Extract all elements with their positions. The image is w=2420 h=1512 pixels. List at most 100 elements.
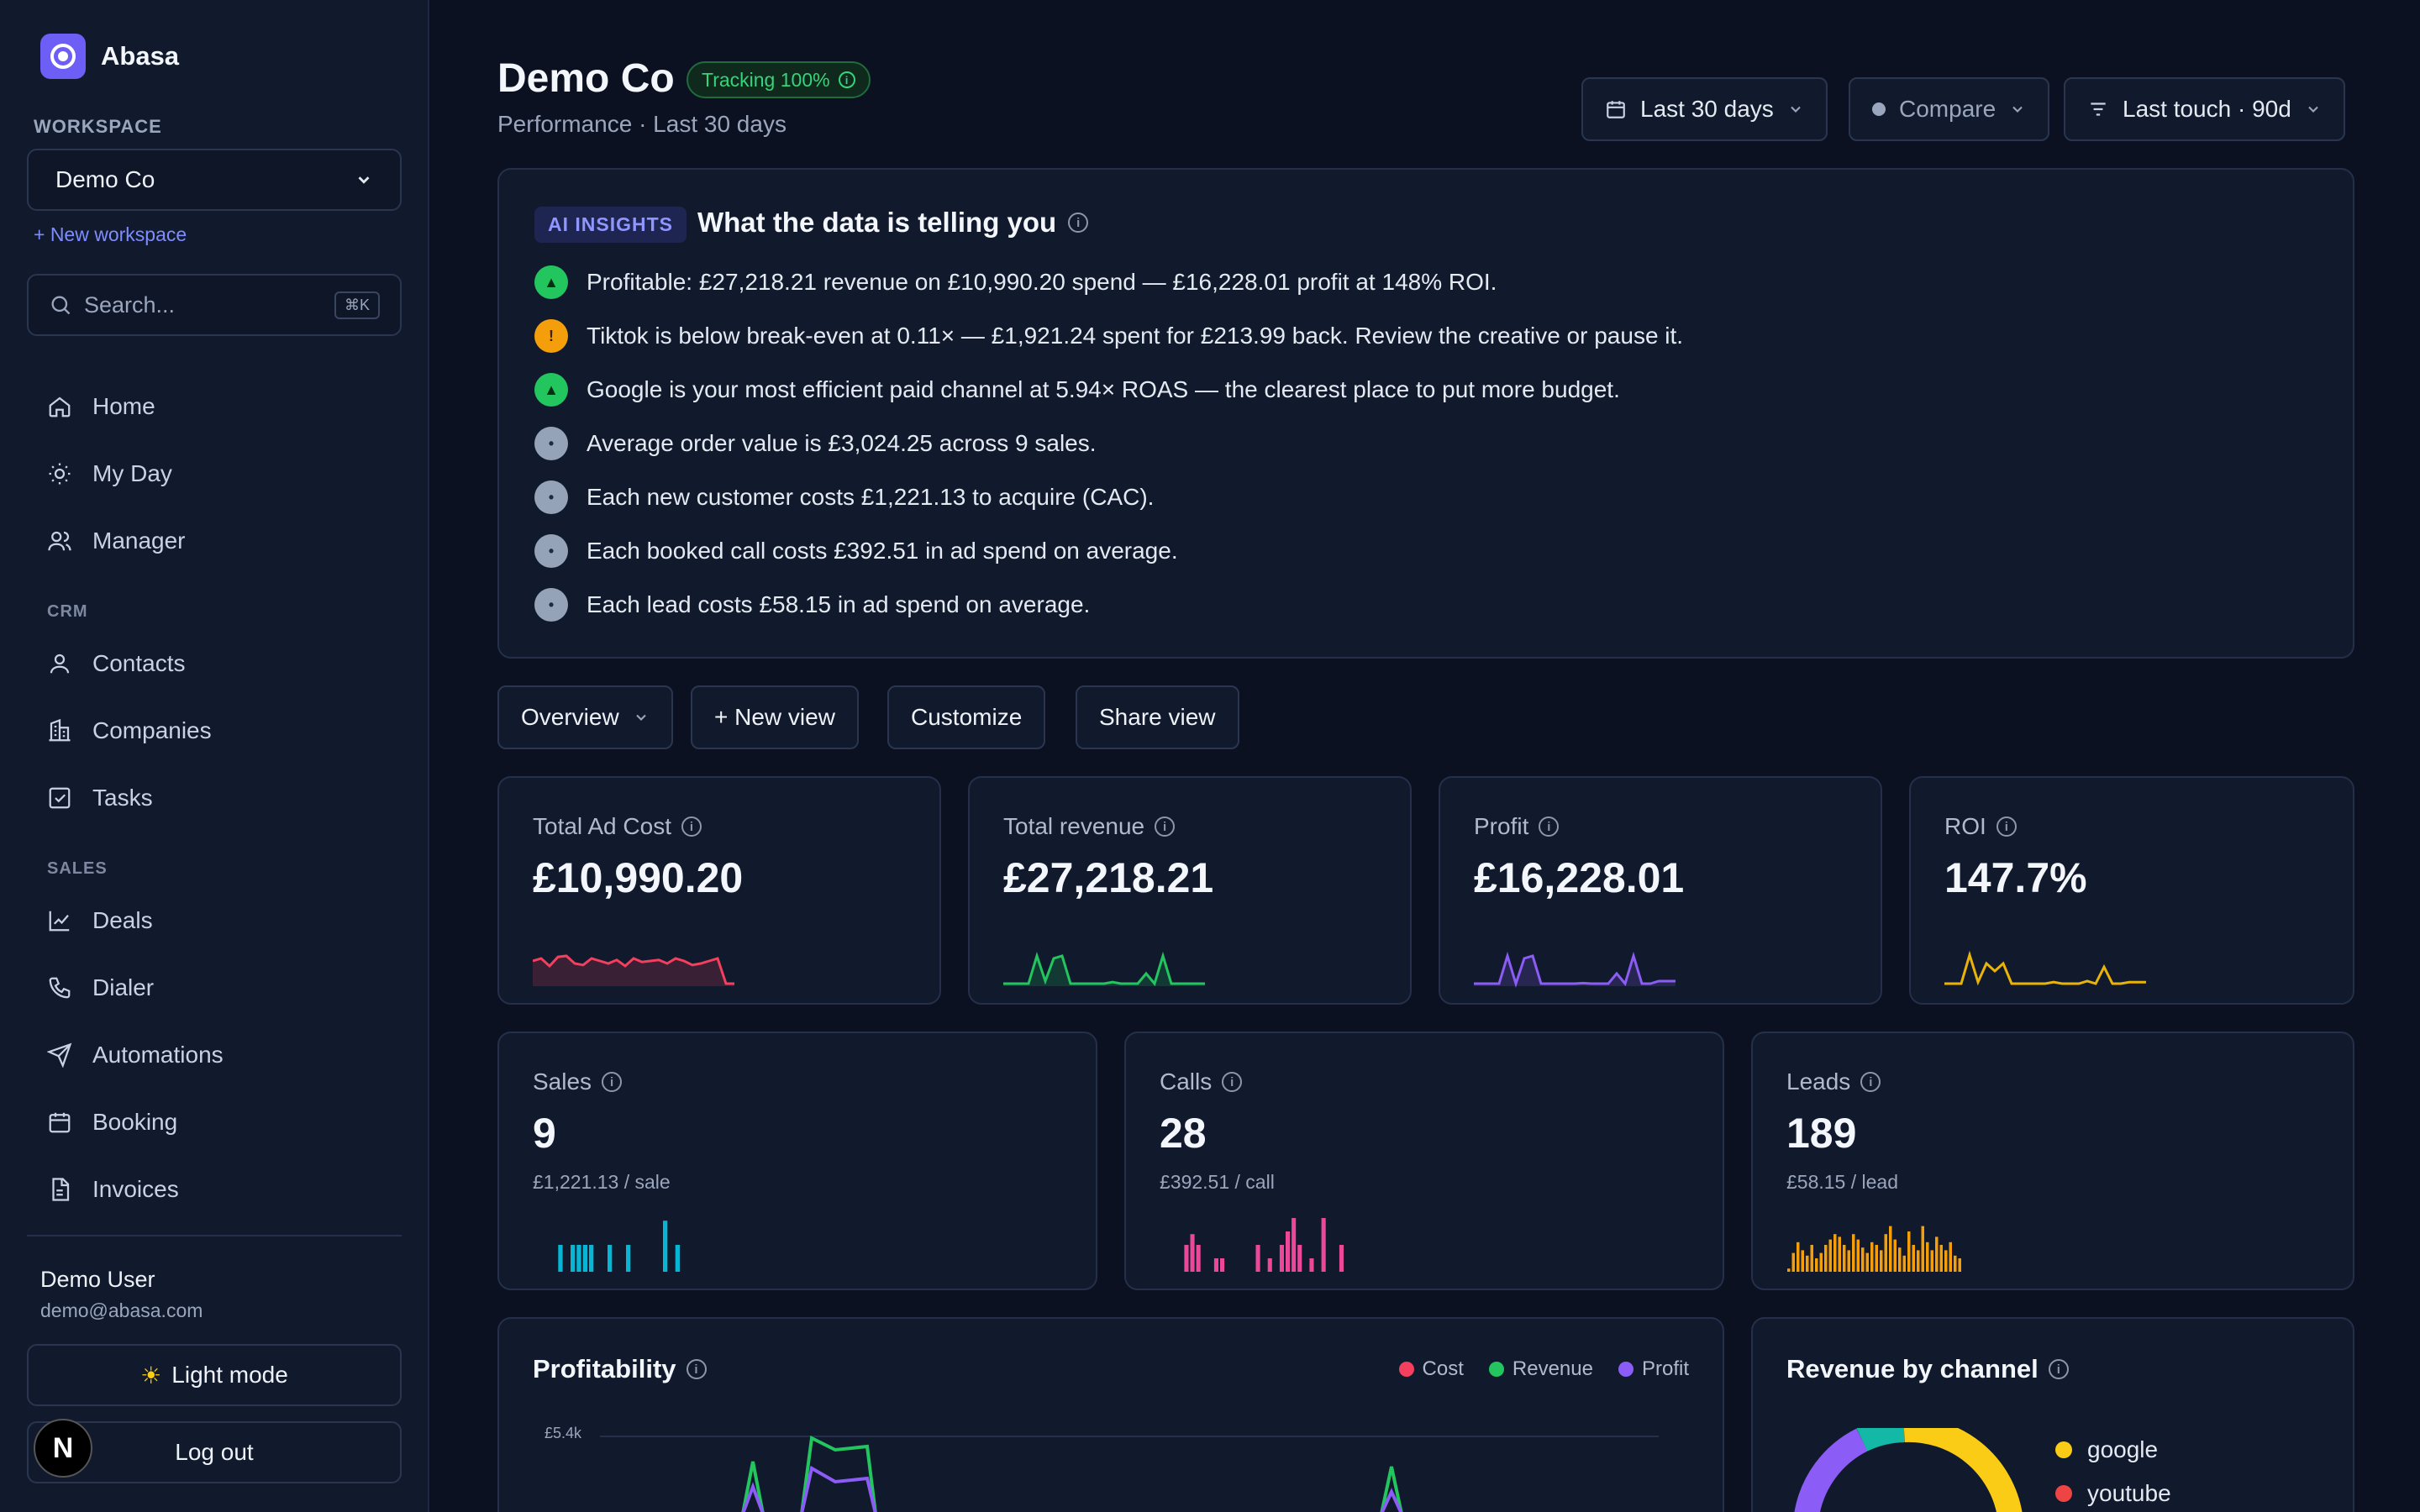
sparkbar bbox=[1819, 1252, 1823, 1272]
sidebar-item-home[interactable]: Home bbox=[47, 393, 155, 420]
kpi-value: 28 bbox=[1160, 1110, 1207, 1157]
insight-text: Average order value is £3,024.25 across … bbox=[587, 430, 1097, 456]
sparkbar bbox=[1843, 1245, 1846, 1272]
sparkbar bbox=[1279, 1245, 1284, 1272]
leads-bar-sparkline bbox=[1787, 1226, 1961, 1272]
profit-line bbox=[600, 1465, 1403, 1512]
kpi-subvalue: £392.51 / call bbox=[1160, 1171, 1275, 1193]
insight-text: Each new customer costs £1,221.13 to acq… bbox=[587, 484, 1155, 510]
sidebar-item-invoices[interactable]: Invoices bbox=[47, 1176, 179, 1203]
profitability-legend: Cost Revenue Profit bbox=[1398, 1357, 1689, 1381]
attribution-button[interactable]: Last touch · 90d bbox=[2064, 77, 2345, 141]
overview-view-select[interactable]: Overview bbox=[497, 685, 673, 749]
legend-swatch bbox=[1398, 1362, 1414, 1377]
kpi-label: Total revenue i bbox=[1003, 813, 1176, 840]
sparkbar bbox=[1902, 1255, 1906, 1272]
legend-label: Profit bbox=[1641, 1357, 1689, 1380]
donut-segment bbox=[1903, 1428, 2023, 1512]
sidebar-item-my-day[interactable]: My Day bbox=[47, 460, 172, 487]
search-shortcut: ⌘K bbox=[334, 291, 380, 319]
info-icon[interactable]: i bbox=[681, 816, 702, 837]
light-mode-button[interactable]: ☀ Light mode bbox=[27, 1344, 402, 1406]
info-icon[interactable]: i bbox=[1996, 816, 2017, 837]
sidebar-item-dialer[interactable]: Dialer bbox=[47, 974, 154, 1001]
sparkbar bbox=[1791, 1252, 1795, 1272]
sidebar-item-manager[interactable]: Manager bbox=[47, 528, 186, 554]
legend-profit[interactable]: Profit bbox=[1618, 1357, 1689, 1381]
brand[interactable]: Abasa bbox=[40, 34, 179, 79]
sparkbar bbox=[1797, 1242, 1800, 1272]
sidebar-item-tasks[interactable]: Tasks bbox=[47, 785, 153, 811]
profitability-chart: £5.4k bbox=[544, 1425, 1659, 1512]
sparkbar bbox=[1806, 1255, 1809, 1272]
sparkbar bbox=[1810, 1245, 1813, 1272]
roi-sparkline bbox=[1944, 950, 2146, 986]
sparkbar bbox=[1321, 1218, 1326, 1272]
insight-item: • Each new customer costs £1,221.13 to ac… bbox=[534, 480, 1154, 514]
info-dot-icon: • bbox=[534, 588, 568, 622]
sidebar-item-label: Automations bbox=[92, 1042, 224, 1068]
info-icon[interactable]: i bbox=[1068, 213, 1089, 233]
user-name: Demo User bbox=[40, 1267, 155, 1292]
info-icon[interactable]: i bbox=[1860, 1072, 1881, 1092]
info-icon[interactable]: i bbox=[2048, 1359, 2069, 1379]
search-input[interactable]: Search... ⌘K bbox=[27, 274, 402, 336]
kpi-label: Profit i bbox=[1474, 813, 1560, 840]
sidebar-item-booking[interactable]: Booking bbox=[47, 1109, 177, 1136]
sparkbar bbox=[1939, 1245, 1943, 1272]
logout-button[interactable]: Log out bbox=[27, 1421, 402, 1483]
insight-text: Tiktok is below break-even at 0.11× — £1… bbox=[587, 323, 1684, 349]
info-dot-icon: • bbox=[534, 480, 568, 514]
sidebar-item-label: My Day bbox=[92, 460, 172, 486]
brand-logo-icon bbox=[40, 34, 86, 79]
sparkline-area bbox=[1003, 956, 1205, 986]
sparkbar bbox=[1861, 1247, 1865, 1272]
ai-insights-tag: AI INSIGHTS bbox=[534, 207, 687, 243]
legend-revenue[interactable]: Revenue bbox=[1488, 1357, 1593, 1381]
info-icon[interactable]: i bbox=[686, 1359, 707, 1379]
kpi-label-text: Leads bbox=[1786, 1068, 1851, 1095]
info-icon[interactable]: i bbox=[1539, 816, 1560, 837]
insight-item: ▲ Google is your most efficient paid chan… bbox=[534, 373, 1620, 407]
sparkline-area bbox=[533, 956, 734, 986]
tracking-label: Tracking 100% bbox=[702, 68, 830, 91]
kpi-value: £10,990.20 bbox=[533, 854, 744, 901]
info-icon[interactable]: i bbox=[1222, 1072, 1243, 1092]
sidebar-item-automations[interactable]: Automations bbox=[47, 1042, 224, 1068]
sparkbar bbox=[1220, 1258, 1225, 1272]
kpi-label-text: Total revenue bbox=[1003, 813, 1145, 839]
sidebar-item-deals[interactable]: Deals bbox=[47, 907, 153, 934]
framework-badge[interactable]: N bbox=[34, 1419, 92, 1478]
share-view-button[interactable]: Share view bbox=[1076, 685, 1239, 749]
info-icon[interactable]: i bbox=[1155, 816, 1176, 837]
crm-section-label: CRM bbox=[47, 602, 88, 621]
legend-cost[interactable]: Cost bbox=[1398, 1357, 1464, 1381]
customize-button[interactable]: Customize bbox=[887, 685, 1046, 749]
kpi-label: Leads i bbox=[1786, 1068, 1881, 1095]
channel-label: youtube bbox=[2087, 1480, 2171, 1506]
insight-item: • Each booked call costs £392.51 in ad sp… bbox=[534, 534, 1178, 568]
sparkbar bbox=[1267, 1258, 1272, 1272]
sidebar: Abasa WORKSPACE Demo Co + New workspace … bbox=[0, 0, 429, 1512]
info-icon[interactable]: i bbox=[602, 1072, 623, 1092]
workspace-select[interactable]: Demo Co bbox=[27, 149, 402, 211]
chevron-down-icon bbox=[358, 176, 370, 184]
compare-button[interactable]: Compare bbox=[1849, 77, 2050, 141]
date-range-button[interactable]: Last 30 days bbox=[1581, 77, 1828, 141]
insight-item: • Average order value is £3,024.25 across… bbox=[534, 427, 1097, 460]
sidebar-item-contacts[interactable]: Contacts bbox=[47, 650, 186, 677]
ad-cost-sparkline bbox=[533, 954, 734, 986]
new-workspace-link[interactable]: + New workspace bbox=[34, 223, 187, 245]
sparkbar bbox=[1255, 1245, 1260, 1272]
channel-legend-item[interactable]: google bbox=[2055, 1428, 2171, 1472]
revenue-by-channel-title-text: Revenue by channel bbox=[1786, 1354, 2039, 1383]
sparkbar bbox=[1917, 1250, 1920, 1272]
kpi-label: Sales i bbox=[533, 1068, 623, 1095]
kpi-label-text: Total Ad Cost bbox=[533, 813, 671, 839]
sidebar-item-companies[interactable]: Companies bbox=[47, 717, 212, 744]
channel-legend-item[interactable]: youtube bbox=[2055, 1472, 2171, 1512]
kpi-card-profit: Profit i £16,228.01 bbox=[1439, 776, 1882, 1005]
new-view-button[interactable]: + New view bbox=[691, 685, 859, 749]
sidebar-item-label: Home bbox=[92, 393, 155, 419]
kpi-label: Calls i bbox=[1160, 1068, 1243, 1095]
